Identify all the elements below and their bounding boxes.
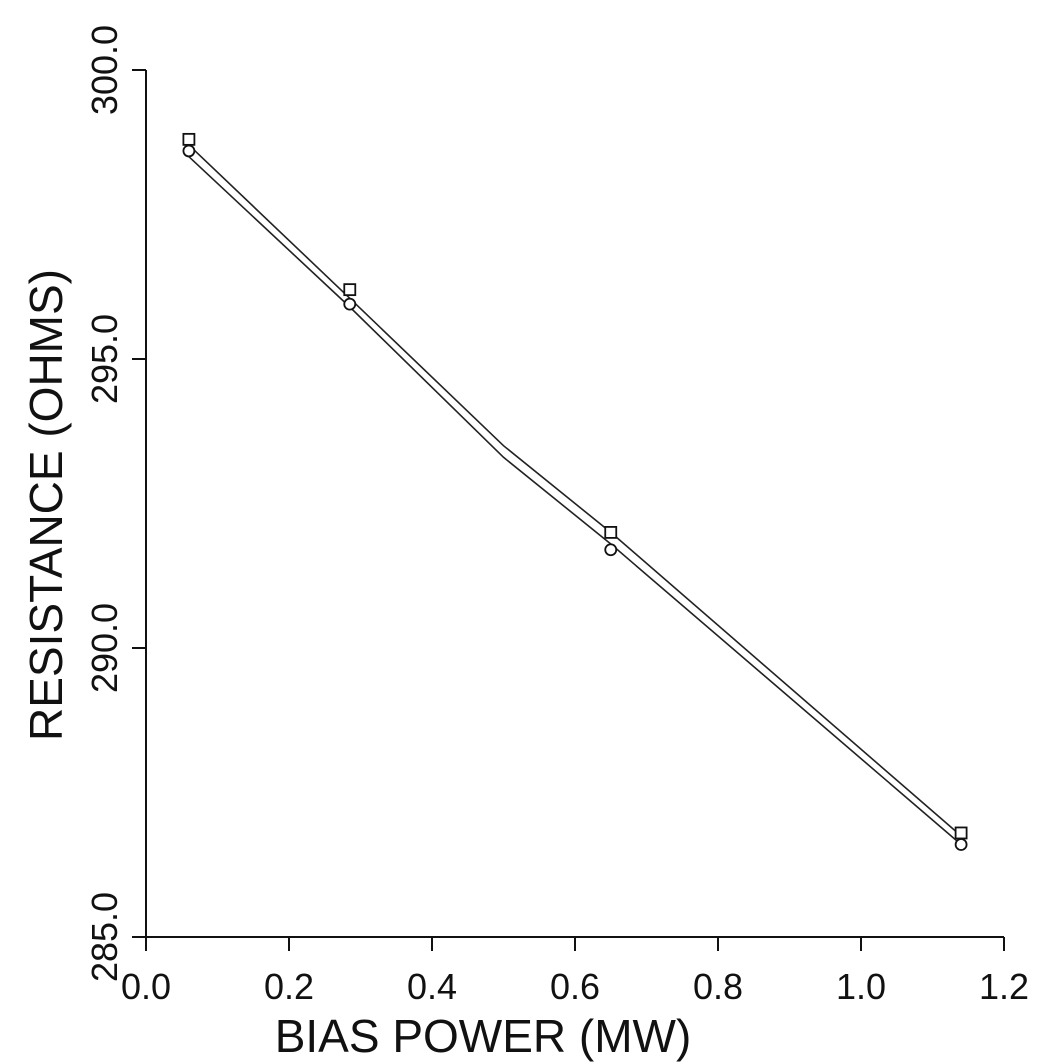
series-1-line — [188, 144, 962, 837]
series-lines — [188, 144, 962, 846]
x-tick-label: 0.0 — [121, 966, 171, 1007]
axes: 0.0 0.2 0.4 0.6 0.8 1.0 1.2 285.0 290.0 295.0 300.… — [84, 25, 1029, 1007]
x-tick-label: 0.6 — [550, 966, 600, 1007]
x-tick-label: 0.8 — [693, 966, 743, 1007]
series-2-circle-marker — [954, 838, 968, 851]
series-2-circle-marker — [343, 297, 357, 311]
series-1-square-marker — [343, 283, 357, 297]
x-axis-title: BIAS POWER (MW) — [275, 1010, 692, 1062]
series-1-square-marker — [954, 826, 968, 840]
y-tick-label: 295.0 — [84, 314, 125, 404]
x-tick-label: 0.2 — [264, 966, 314, 1007]
y-axis-title: RESISTANCE (OHMS) — [20, 269, 72, 741]
series-2-circle-marker — [604, 543, 618, 557]
y-tick-label: 300.0 — [84, 25, 125, 115]
y-tick-label: 290.0 — [84, 603, 125, 693]
series-1-square-marker — [182, 132, 196, 146]
series-1-square-marker — [604, 526, 618, 539]
series-markers — [182, 132, 968, 851]
x-tick-label: 0.4 — [407, 966, 457, 1007]
x-tick-label: 1.0 — [836, 966, 886, 1007]
series-2-circle-marker — [182, 144, 196, 158]
y-tick-label: 285.0 — [84, 892, 125, 982]
x-tick-label: 1.2 — [979, 966, 1029, 1007]
series-2-line — [188, 156, 962, 846]
